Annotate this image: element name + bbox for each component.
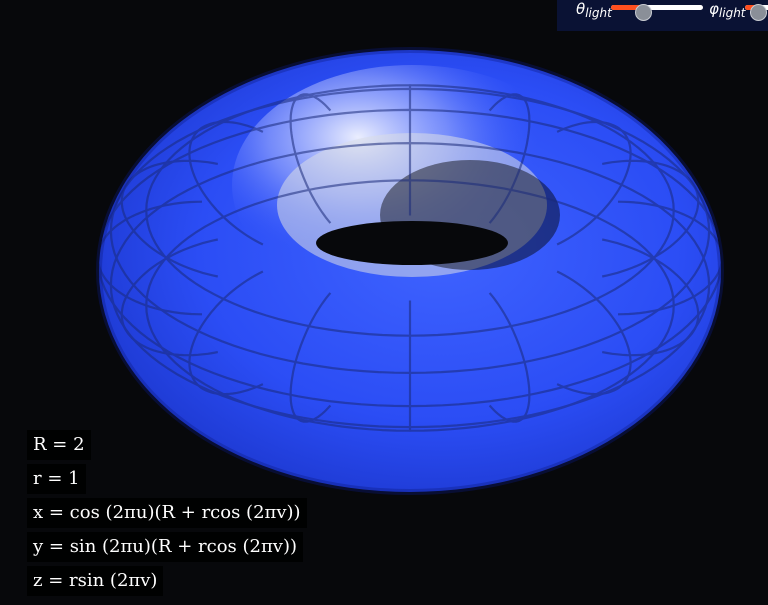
torus-grid-line (617, 200, 721, 316)
theta-light-label: θlight (576, 0, 612, 20)
theta-light-slider-handle[interactable] (635, 4, 652, 21)
equation-y: y = sin (2πu)(R + rcos (2πv)) (27, 532, 304, 562)
torus-surface (96, 47, 724, 495)
phi-light-slider-handle[interactable] (750, 4, 767, 21)
equation-z: z = rsin (2πv) (27, 566, 164, 596)
equations-panel: R = 2 r = 1 x = cos (2πu)(R + rcos (2πv)… (27, 430, 307, 600)
theta-light-slider-fill (611, 5, 643, 10)
torus-grid-line (99, 108, 721, 408)
light-controls-panel: θlight φlight (557, 0, 768, 31)
phi-light-label: φlight (709, 0, 746, 20)
equation-minor-radius: r = 1 (27, 464, 86, 494)
torus-rim-shade (96, 47, 724, 495)
torus-grid-line (99, 200, 203, 316)
torus-grid-line (145, 179, 675, 432)
torus-grid-line (145, 84, 675, 337)
equation-x: x = cos (2πu)(R + rcos (2πv)) (27, 498, 307, 528)
theta-light-slider[interactable] (611, 4, 703, 21)
phi-light-slider[interactable] (745, 4, 768, 21)
torus-hole (316, 221, 508, 265)
equation-major-radius: R = 2 (27, 430, 91, 460)
torus-grid (99, 84, 721, 432)
